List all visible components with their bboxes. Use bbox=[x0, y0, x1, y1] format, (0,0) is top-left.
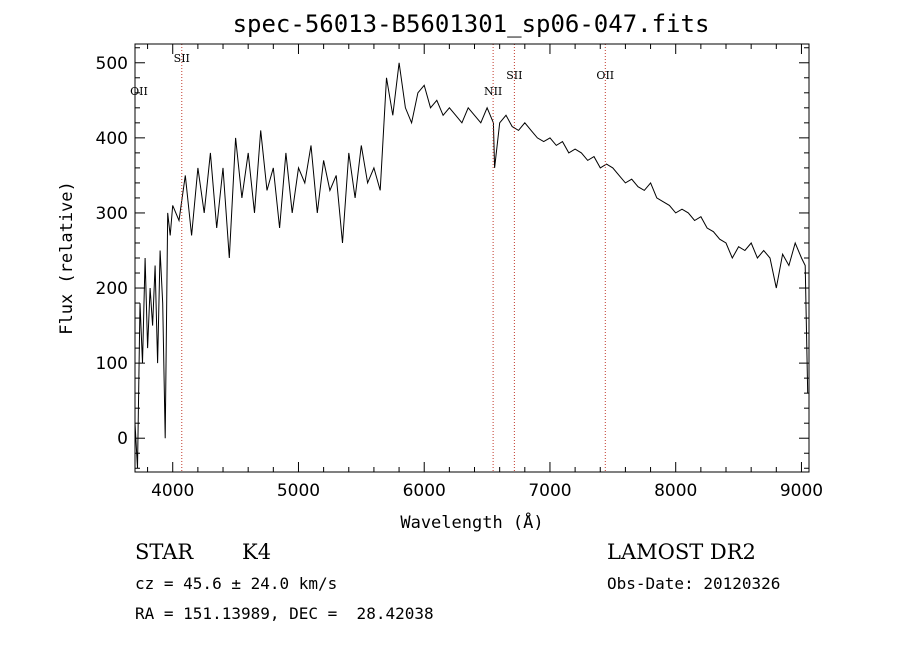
y-tick-label-100: 100 bbox=[96, 354, 128, 374]
marker-label-1: SII bbox=[174, 52, 190, 65]
x-tick-label-7000: 7000 bbox=[528, 481, 571, 501]
marker-label-0: OII bbox=[130, 85, 148, 98]
spectrum-series bbox=[134, 62, 809, 469]
y-tick-label-300: 300 bbox=[96, 204, 128, 224]
spectrum-line-0 bbox=[134, 62, 809, 469]
x-tick-label-9000: 9000 bbox=[780, 481, 823, 501]
plot-frame bbox=[134, 43, 810, 473]
x-axis-label: Wavelength (Å) bbox=[400, 511, 543, 533]
redshift-velocity: cz = 45.6 ± 24.0 km/s bbox=[135, 574, 338, 593]
emission-line-markers: OII SII NII SII OII bbox=[130, 44, 614, 472]
chart-title: spec-56013-B5601301_sp06-047.fits bbox=[233, 10, 710, 38]
y-tick-label-0: 0 bbox=[117, 429, 128, 449]
x-tick-label-5000: 5000 bbox=[277, 481, 320, 501]
x-axis: 4000 5000 6000 7000 8000 9000 bbox=[147, 44, 823, 501]
observation-date: Obs-Date: 20120326 bbox=[607, 574, 781, 593]
object-class: STAR bbox=[135, 540, 194, 564]
sky-coordinates: RA = 151.13989, DEC = 28.42038 bbox=[135, 604, 434, 623]
y-tick-label-400: 400 bbox=[96, 129, 128, 149]
survey-name: LAMOST DR2 bbox=[607, 540, 756, 564]
object-subclass: K4 bbox=[242, 540, 272, 564]
y-axis: 0 100 200 300 400 500 bbox=[96, 47, 809, 469]
x-tick-label-4000: 4000 bbox=[151, 481, 194, 501]
x-tick-label-8000: 8000 bbox=[654, 481, 697, 501]
y-tick-label-500: 500 bbox=[96, 54, 128, 74]
marker-label-4: OII bbox=[596, 69, 614, 82]
y-tick-label-200: 200 bbox=[96, 279, 128, 299]
x-tick-label-6000: 6000 bbox=[403, 481, 446, 501]
marker-label-2: NII bbox=[484, 85, 502, 98]
y-axis-label: Flux (relative) bbox=[57, 181, 77, 335]
marker-label-3: SII bbox=[506, 69, 522, 82]
